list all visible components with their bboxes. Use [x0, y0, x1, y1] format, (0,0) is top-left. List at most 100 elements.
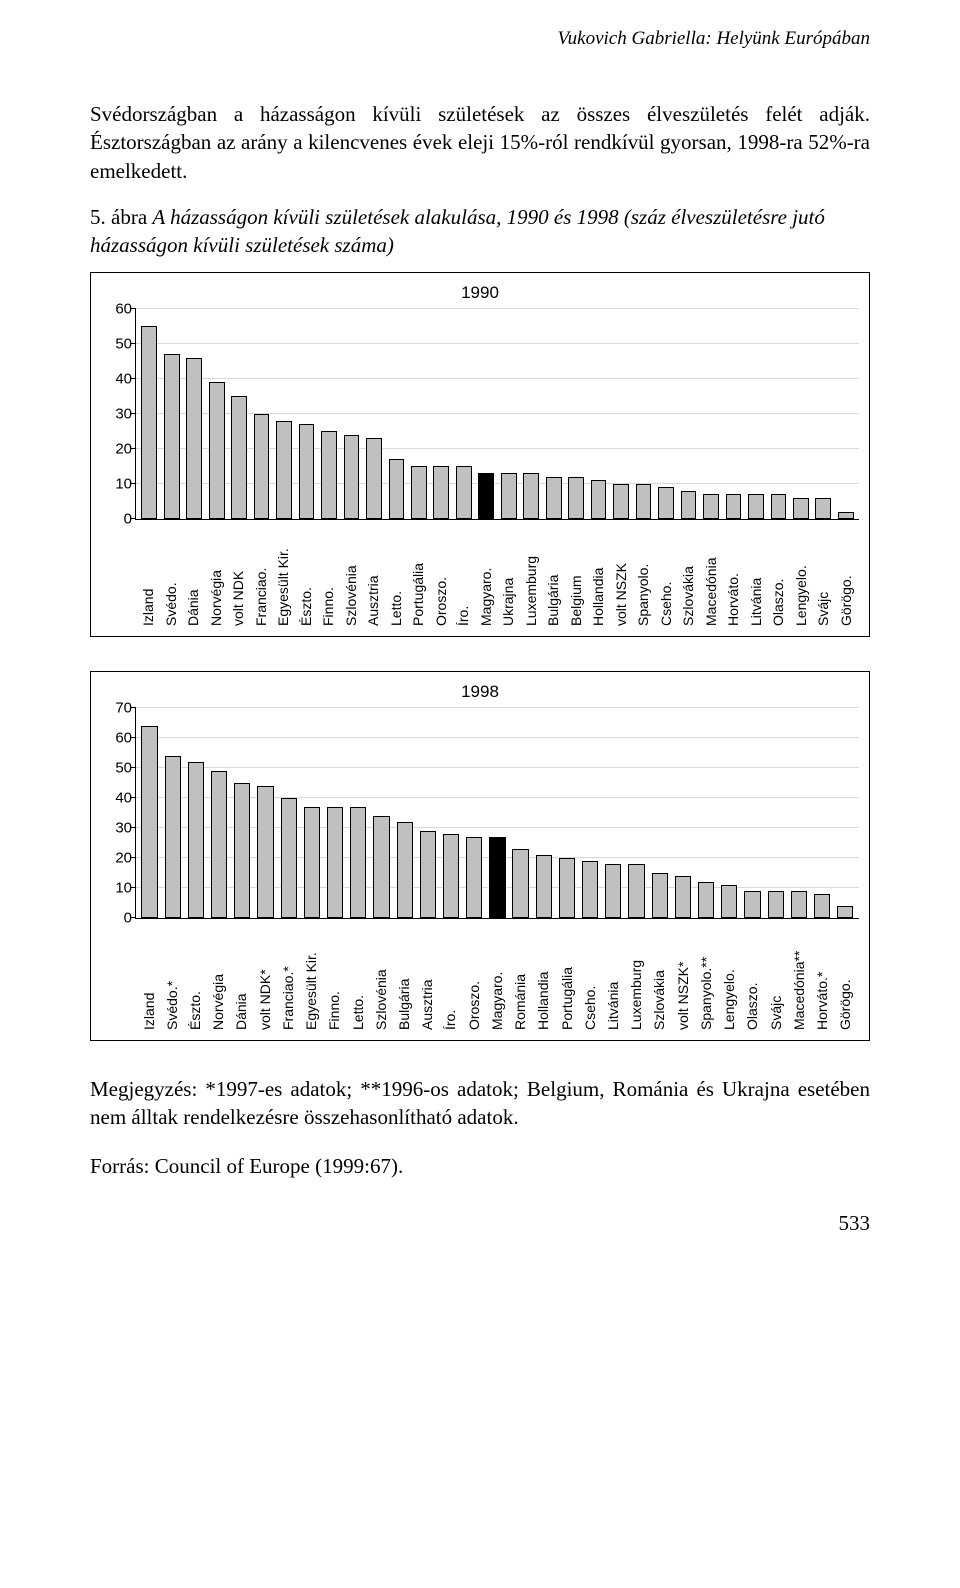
x-tick-label: Franciao.	[253, 520, 269, 630]
x-tick-label: Egyesült Kir.	[303, 919, 319, 1034]
x-tick-label: Finno.	[320, 520, 336, 630]
bar	[814, 894, 830, 918]
x-tick-label: Ukrajna	[500, 520, 516, 630]
y-tick-label: 40	[102, 789, 132, 806]
bar	[299, 424, 315, 519]
bar	[681, 491, 697, 519]
x-tick-label: Szlovákia	[651, 919, 667, 1034]
x-tick-label: Hollandia	[590, 520, 606, 630]
y-tick-label: 20	[102, 849, 132, 866]
figure-footnote: Megjegyzés: *1997-es adatok; **1996-os a…	[90, 1075, 870, 1132]
bar	[164, 354, 180, 519]
bar	[321, 431, 337, 519]
bar	[327, 807, 343, 918]
x-tick-label: Olaszo.	[770, 520, 786, 630]
x-tick-label: Portugália	[559, 919, 575, 1034]
x-tick-label: Görögo.	[837, 919, 853, 1034]
bar	[771, 494, 787, 519]
x-tick-label: Észto.	[187, 919, 203, 1034]
x-tick-label: Oroszo.	[433, 520, 449, 630]
x-tick-label: Letto.	[350, 919, 366, 1034]
x-tick-label: Magyaro.	[478, 520, 494, 630]
x-tick-label: Cseho.	[658, 520, 674, 630]
page-number: 533	[90, 1211, 870, 1236]
bar	[420, 831, 436, 918]
bar	[478, 473, 494, 519]
x-tick-label: Norvégia	[210, 919, 226, 1034]
x-tick-label: Litvánia	[748, 520, 764, 630]
bar	[211, 771, 227, 918]
bar	[188, 762, 204, 918]
bar	[837, 906, 853, 918]
x-tick-label: Horváto.	[725, 520, 741, 630]
x-tick-label: Oroszo.	[466, 919, 482, 1034]
x-tick-label: Ausztria	[419, 919, 435, 1034]
bar	[636, 484, 652, 519]
bar	[257, 786, 273, 918]
figure-source: Forrás: Council of Europe (1999:67).	[90, 1152, 870, 1180]
x-tick-label: Portugália	[410, 520, 426, 630]
x-tick-label: Horváto.*	[814, 919, 830, 1034]
x-tick-label: volt NSZK*	[675, 919, 691, 1034]
x-tick-label: Svájc	[815, 520, 831, 630]
bar	[791, 891, 807, 918]
x-tick-label: Luxemburg	[523, 520, 539, 630]
bar	[350, 807, 366, 918]
bar	[276, 421, 292, 519]
x-tick-label: Lengyelo.	[793, 520, 809, 630]
bar	[366, 438, 382, 519]
bar	[546, 477, 562, 519]
bar	[748, 494, 764, 519]
x-tick-label: Svájc	[768, 919, 784, 1034]
y-tick-label: 60	[102, 729, 132, 746]
x-tick-label: Dánia	[185, 520, 201, 630]
bar	[658, 487, 674, 519]
bar	[397, 822, 413, 918]
x-tick-label: Lengyelo.	[721, 919, 737, 1034]
bar	[165, 756, 181, 918]
chart-1998: 010203040506070IzlandSvédo.*Észto.Norvég…	[101, 708, 859, 1034]
x-tick-label: Dánia	[233, 919, 249, 1034]
x-tick-label: Litvánia	[605, 919, 621, 1034]
y-tick-label: 70	[102, 699, 132, 716]
x-tick-label: Belgium	[568, 520, 584, 630]
bar	[744, 891, 760, 918]
bar	[456, 466, 472, 519]
figure-5-caption: 5. ábra A házasságon kívüli születések a…	[90, 203, 870, 260]
y-tick-label: 50	[102, 759, 132, 776]
y-tick-label: 0	[102, 909, 132, 926]
bar	[721, 885, 737, 918]
y-tick-label: 30	[102, 405, 132, 422]
chart-1998-frame: 1998 010203040506070IzlandSvédo.*Észto.N…	[90, 671, 870, 1041]
bar	[536, 855, 552, 918]
figure-caption-lead: 5. ábra	[90, 205, 152, 229]
bar	[489, 837, 505, 918]
bar	[512, 849, 528, 918]
running-head: Vukovich Gabriella: Helyünk Európában	[90, 28, 870, 50]
x-tick-label: Görögo.	[838, 520, 854, 630]
chart-1990-frame: 1990 0102030405060IzlandSvédo.DániaNorvé…	[90, 272, 870, 637]
x-tick-label: Cseho.	[582, 919, 598, 1034]
bar	[411, 466, 427, 519]
x-tick-label: Ausztria	[365, 520, 381, 630]
x-tick-label: Izland	[140, 520, 156, 630]
y-tick-label: 10	[102, 879, 132, 896]
x-tick-label: Szlovénia	[373, 919, 389, 1034]
bar	[209, 382, 225, 519]
bar	[793, 498, 809, 519]
x-tick-label: volt NSZK	[613, 520, 629, 630]
bar	[582, 861, 598, 918]
bar	[628, 864, 644, 918]
bar	[466, 837, 482, 918]
bar	[703, 494, 719, 519]
bar	[838, 512, 854, 519]
bar	[613, 484, 629, 519]
bar	[141, 726, 157, 918]
y-tick-label: 60	[102, 300, 132, 317]
bar	[501, 473, 517, 519]
x-tick-label: Szlovénia	[343, 520, 359, 630]
bar	[523, 473, 539, 519]
x-tick-label: Észto.	[298, 520, 314, 630]
chart-1998-title: 1998	[101, 682, 859, 702]
bar	[675, 876, 691, 918]
